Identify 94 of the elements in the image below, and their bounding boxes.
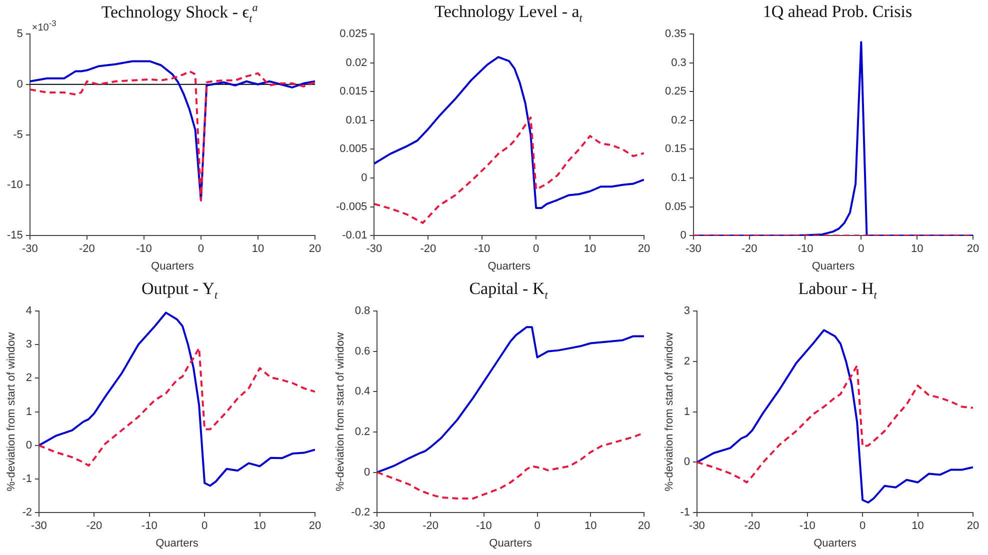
y-tick-label: 0.01 — [346, 114, 368, 126]
x-axis-title: Quarters — [488, 260, 531, 272]
x-tick-label: -20 — [422, 520, 438, 532]
x-tick-label: -30 — [689, 520, 705, 532]
chart-title: Output - Y$_{t}$ — [140, 279, 219, 302]
y-tick-label: 0.2 — [671, 114, 686, 126]
chart-title: 1Q ahead Prob. Crisis — [762, 2, 914, 22]
y-tick-label: 4 — [26, 305, 32, 318]
x-tick-label: 20 — [966, 520, 980, 532]
y-tick-label: 1 — [26, 406, 32, 418]
line-series — [38, 346, 315, 467]
x-tick-label: 0 — [198, 243, 204, 256]
x-tick-label: 0 — [860, 520, 866, 532]
y-tick-label: 0 — [364, 466, 370, 478]
y-tick-label: 0.15 — [664, 143, 686, 156]
y-axis-title: %-deviation from start of window — [664, 332, 676, 492]
y-tick-label: 2 — [26, 372, 32, 384]
y-tick-label: 0.02 — [346, 56, 368, 69]
y-tick-label: 3 — [26, 338, 32, 351]
y-tick-label: -10 — [6, 179, 23, 192]
chart-title: Labour - H$_{t}$ — [797, 279, 878, 302]
y-tick-label: 0.2 — [354, 426, 370, 438]
x-tick-label: 20 — [308, 243, 322, 256]
x-tick-label: -10 — [799, 520, 816, 532]
y-tick-label: 0 — [26, 439, 32, 452]
x-tick-label: 20 — [308, 520, 322, 532]
y-tick-label: 0 — [16, 78, 23, 90]
x-axis-title: Quarters — [814, 537, 857, 550]
text: ×10$^{-3}$ — [32, 18, 56, 34]
x-tick-label: 20 — [638, 243, 650, 256]
y-tick-label: 0.1 — [671, 172, 686, 184]
y-tick-label: 0.25 — [664, 86, 686, 98]
x-tick-label: 0 — [858, 243, 864, 256]
line-series — [696, 364, 973, 484]
x-tick-label: -20 — [741, 243, 758, 256]
y-tick-label: 0 — [361, 172, 368, 184]
y-tick-label: 1 — [684, 406, 690, 418]
y-tick-label: 3 — [684, 305, 690, 318]
y-tick-label: 0.015 — [340, 86, 368, 98]
y-tick-label: -5 — [13, 128, 23, 141]
x-tick-label: -30 — [31, 520, 47, 532]
x-tick-label: -10 — [797, 243, 814, 256]
y-tick-label: -0.2 — [351, 506, 370, 519]
x-tick-label: 0 — [534, 520, 540, 532]
x-tick-label: -30 — [366, 243, 382, 256]
x-axis-title: Quarters — [151, 260, 194, 272]
x-tick-label: 10 — [584, 243, 596, 256]
y-tick-label: 0.8 — [354, 305, 370, 318]
x-tick-label: -20 — [744, 520, 760, 532]
y-tick-label: -0.01 — [342, 230, 368, 242]
x-tick-label: 0 — [533, 243, 540, 256]
x-tick-label: -30 — [22, 243, 38, 256]
x-tick-label: 10 — [254, 520, 266, 532]
y-tick-label: -15 — [6, 230, 23, 242]
y-axis-title: %-deviation from start of window — [6, 332, 18, 492]
y-tick-label: 5 — [16, 28, 23, 40]
x-tick-label: 20 — [638, 520, 650, 532]
y-tick-label: -1 — [22, 473, 32, 486]
x-tick-label: -10 — [476, 520, 492, 532]
y-tick-label: 0.4 — [354, 386, 370, 398]
x-tick-label: 10 — [252, 243, 264, 256]
y-axis-title: %-deviation from start of window — [334, 332, 347, 492]
x-tick-label: -10 — [474, 243, 490, 256]
y-tick-label: 0.35 — [664, 28, 686, 40]
x-tick-label: 20 — [966, 243, 980, 256]
x-axis-title: Quarters — [489, 537, 532, 550]
y-tick-label: 0 — [680, 230, 686, 242]
y-tick-label: 2 — [684, 355, 690, 368]
x-tick-label: -30 — [369, 520, 386, 532]
line-series — [377, 432, 644, 500]
y-tick-label: 0.6 — [354, 345, 370, 358]
x-tick-label: -10 — [141, 520, 158, 532]
x-tick-label: 10 — [584, 520, 597, 532]
x-tick-label: -10 — [136, 243, 152, 256]
x-tick-label: -20 — [78, 243, 95, 256]
x-tick-label: -20 — [420, 243, 436, 256]
x-tick-label: -20 — [86, 520, 102, 532]
x-axis-title: Quarters — [156, 537, 199, 550]
y-tick-label: -0.005 — [336, 200, 368, 213]
y-tick-label: 0.05 — [664, 200, 686, 213]
y-tick-label: 0 — [684, 456, 690, 468]
x-axis-title: Quarters — [812, 260, 856, 272]
chart-title: Technology Level - a$_{t}$ — [434, 2, 584, 24]
x-tick-label: 0 — [202, 520, 208, 532]
x-tick-label: 10 — [910, 243, 924, 256]
y-tick-label: -2 — [22, 506, 32, 519]
y-tick-label: 0.005 — [340, 143, 368, 156]
y-tick-label: -1 — [680, 506, 690, 519]
chart-title: Capital - K$_{t}$ — [468, 279, 549, 302]
y-tick-label: 0.025 — [340, 28, 368, 40]
x-tick-label: -30 — [685, 243, 702, 256]
line-series — [374, 116, 644, 224]
y-tick-label: 0.3 — [671, 56, 686, 69]
x-tick-label: 10 — [912, 520, 924, 532]
